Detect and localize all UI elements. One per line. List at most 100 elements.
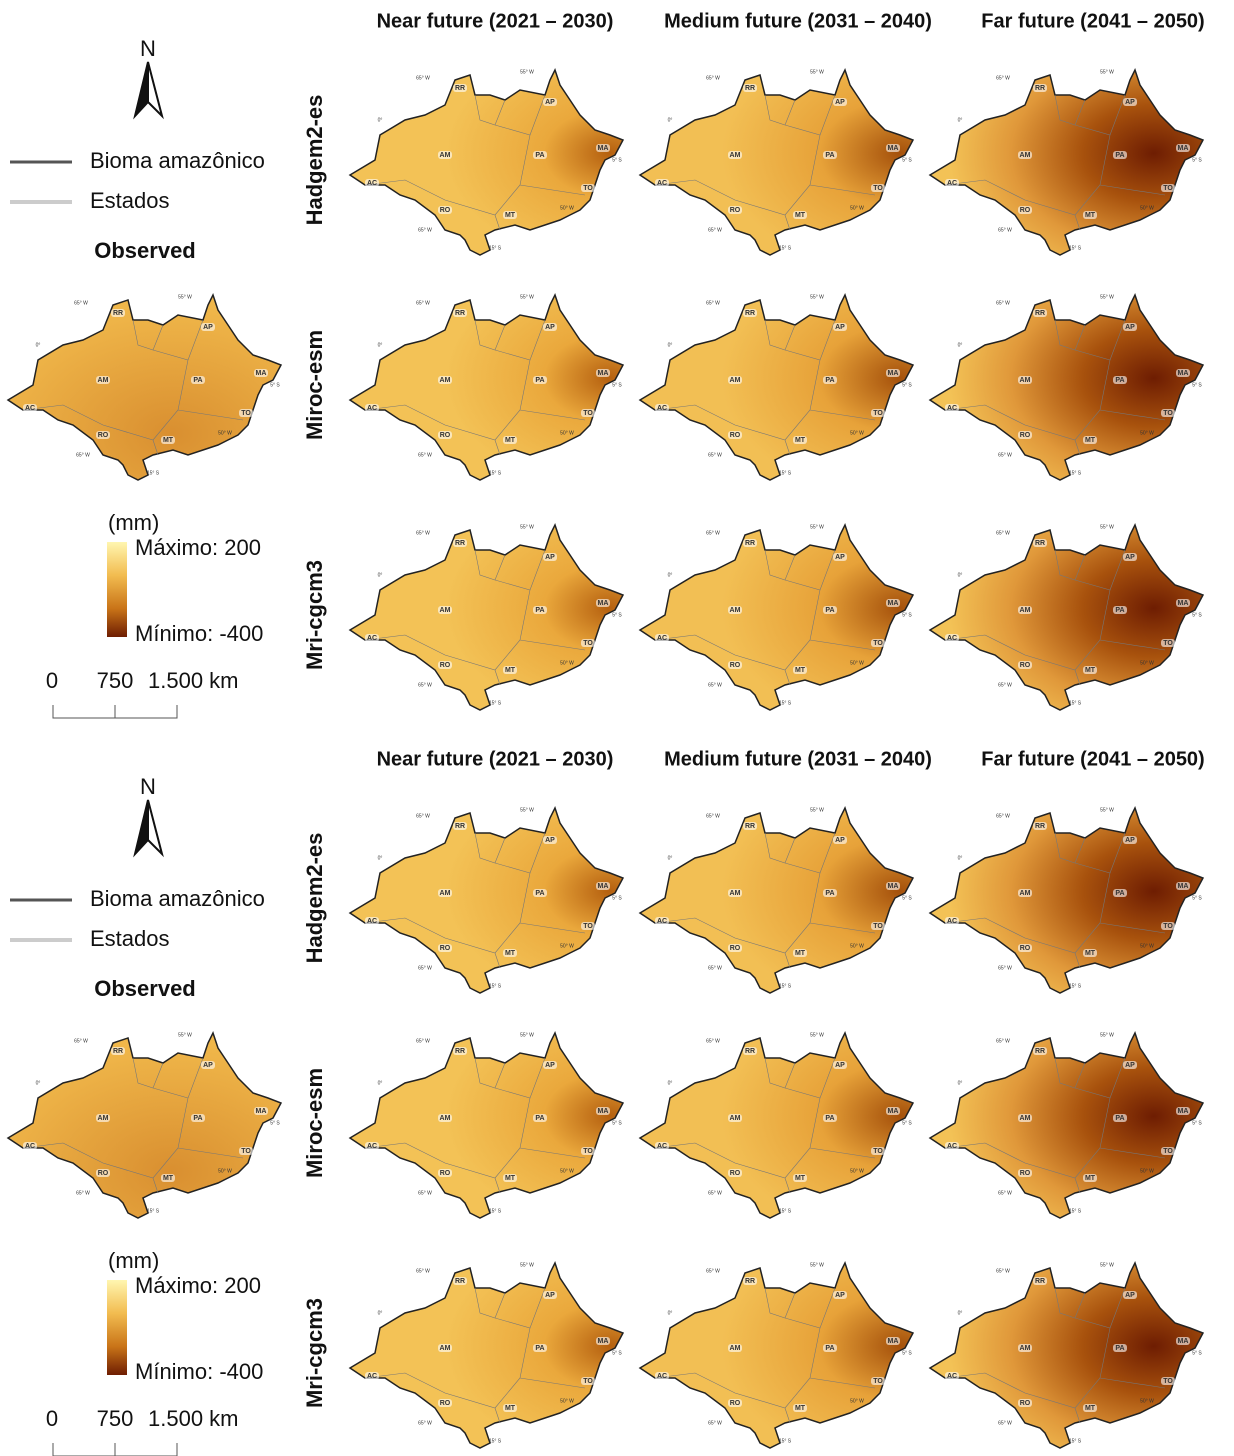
- scale-bar: [53, 1443, 177, 1456]
- state-label: TO: [241, 410, 251, 417]
- scale-label: 750: [97, 668, 134, 693]
- state-label: AP: [1125, 324, 1135, 331]
- state-label: MT: [505, 212, 516, 219]
- state-label: MT: [1085, 212, 1096, 219]
- state-label: RR: [113, 310, 123, 317]
- coordinate-label: 65° W: [708, 1420, 722, 1426]
- state-label: TO: [583, 1148, 593, 1155]
- coordinate-label: 5° S: [612, 382, 622, 388]
- state-label: AP: [835, 324, 845, 331]
- state-label: RR: [745, 1278, 755, 1285]
- biome-area: [350, 1033, 623, 1218]
- biome-area: [350, 295, 623, 480]
- state-label: AC: [947, 1373, 957, 1380]
- state-label: MA: [598, 1338, 609, 1345]
- state-label: RR: [455, 1048, 465, 1055]
- coordinate-label: 65° W: [998, 1190, 1012, 1196]
- state-label: RO: [440, 207, 451, 214]
- coordinate-label: 55° W: [520, 1032, 534, 1038]
- min-label: Mínimo: -400: [135, 621, 263, 646]
- column-title: Medium future (2031 – 2040): [664, 748, 932, 770]
- state-label: TO: [1163, 410, 1173, 417]
- state-label: AC: [657, 405, 667, 412]
- max-label: Máximo: 200: [135, 535, 261, 560]
- state-label: RR: [455, 823, 465, 830]
- coordinate-label: 65° W: [416, 75, 430, 81]
- state-label: AM: [440, 1115, 451, 1122]
- biome-area: [930, 1033, 1203, 1218]
- coordinate-label: 50° W: [850, 1168, 864, 1174]
- column-title: Near future (2021 – 2030): [377, 748, 614, 770]
- row-label: Hadgem2-es: [302, 833, 327, 964]
- coordinate-label: 55° W: [520, 524, 534, 530]
- coordinate-label: 0°: [958, 1310, 963, 1316]
- state-label: RR: [1035, 310, 1045, 317]
- coordinate-label: 65° W: [708, 452, 722, 458]
- coordinate-label: 5° S: [1192, 157, 1202, 163]
- coordinate-label: 55° W: [810, 69, 824, 75]
- state-label: PA: [1115, 607, 1124, 614]
- coordinate-label: 65° W: [706, 300, 720, 306]
- state-label: AM: [730, 152, 741, 159]
- coordinate-label: 50° W: [218, 430, 232, 436]
- coordinate-label: 50° W: [560, 1168, 574, 1174]
- coordinate-label: 65° W: [708, 965, 722, 971]
- coordinate-label: 15° S: [489, 700, 502, 706]
- state-label: TO: [873, 1378, 883, 1385]
- map: RRAPMAAMPATOACROMT65° W55° W0°5° S50° W1…: [350, 807, 623, 993]
- row-label: Mri-cgcm3: [302, 1298, 327, 1408]
- row-label: Miroc-esm: [302, 330, 327, 440]
- state-label: RR: [745, 823, 755, 830]
- state-label: AC: [25, 1143, 35, 1150]
- state-label: AC: [367, 918, 377, 925]
- coordinate-label: 0°: [958, 855, 963, 861]
- state-label: AP: [203, 1062, 213, 1069]
- state-label: AP: [835, 99, 845, 106]
- state-label: AM: [440, 607, 451, 614]
- coordinate-label: 15° S: [779, 983, 792, 989]
- coordinate-label: 55° W: [520, 807, 534, 813]
- state-label: AP: [835, 837, 845, 844]
- state-label: RO: [730, 945, 741, 952]
- column-title: Far future (2041 – 2050): [981, 10, 1204, 32]
- state-label: RR: [455, 540, 465, 547]
- state-label: MA: [1178, 1338, 1189, 1345]
- biome-area: [930, 70, 1203, 255]
- coordinate-label: 65° W: [418, 452, 432, 458]
- biome-area: [930, 525, 1203, 710]
- color-bar: [107, 1280, 127, 1375]
- coordinate-label: 65° W: [996, 530, 1010, 536]
- coordinate-label: 0°: [958, 572, 963, 578]
- state-label: AM: [1020, 377, 1031, 384]
- coordinate-label: 65° W: [418, 227, 432, 233]
- coordinate-label: 55° W: [1100, 69, 1114, 75]
- coordinate-label: 55° W: [178, 1032, 192, 1038]
- state-label: AC: [657, 1143, 667, 1150]
- map: RRAPMAAMPATOACROMT65° W55° W0°5° S50° W1…: [640, 69, 913, 255]
- state-label: MT: [505, 1175, 516, 1182]
- coordinate-label: 65° W: [998, 227, 1012, 233]
- coordinate-label: 0°: [958, 1080, 963, 1086]
- biome-area: [350, 1263, 623, 1448]
- state-label: PA: [535, 890, 544, 897]
- coordinate-label: 65° W: [996, 1038, 1010, 1044]
- state-label: RO: [730, 662, 741, 669]
- coordinate-label: 65° W: [418, 1190, 432, 1196]
- coordinate-label: 65° W: [998, 452, 1012, 458]
- state-label: PA: [193, 377, 202, 384]
- state-label: AP: [835, 1292, 845, 1299]
- state-label: MT: [505, 667, 516, 674]
- state-label: RR: [1035, 823, 1045, 830]
- state-label: MA: [598, 145, 609, 152]
- biome-area: [640, 70, 913, 255]
- coordinate-label: 50° W: [560, 430, 574, 436]
- state-label: AC: [367, 1373, 377, 1380]
- state-label: MT: [795, 212, 806, 219]
- state-label: RO: [440, 1400, 451, 1407]
- coordinate-label: 5° S: [612, 612, 622, 618]
- scale-label: 0: [46, 668, 58, 693]
- state-label: AC: [947, 918, 957, 925]
- row-label: Hadgem2-es: [302, 95, 327, 226]
- state-label: TO: [873, 410, 883, 417]
